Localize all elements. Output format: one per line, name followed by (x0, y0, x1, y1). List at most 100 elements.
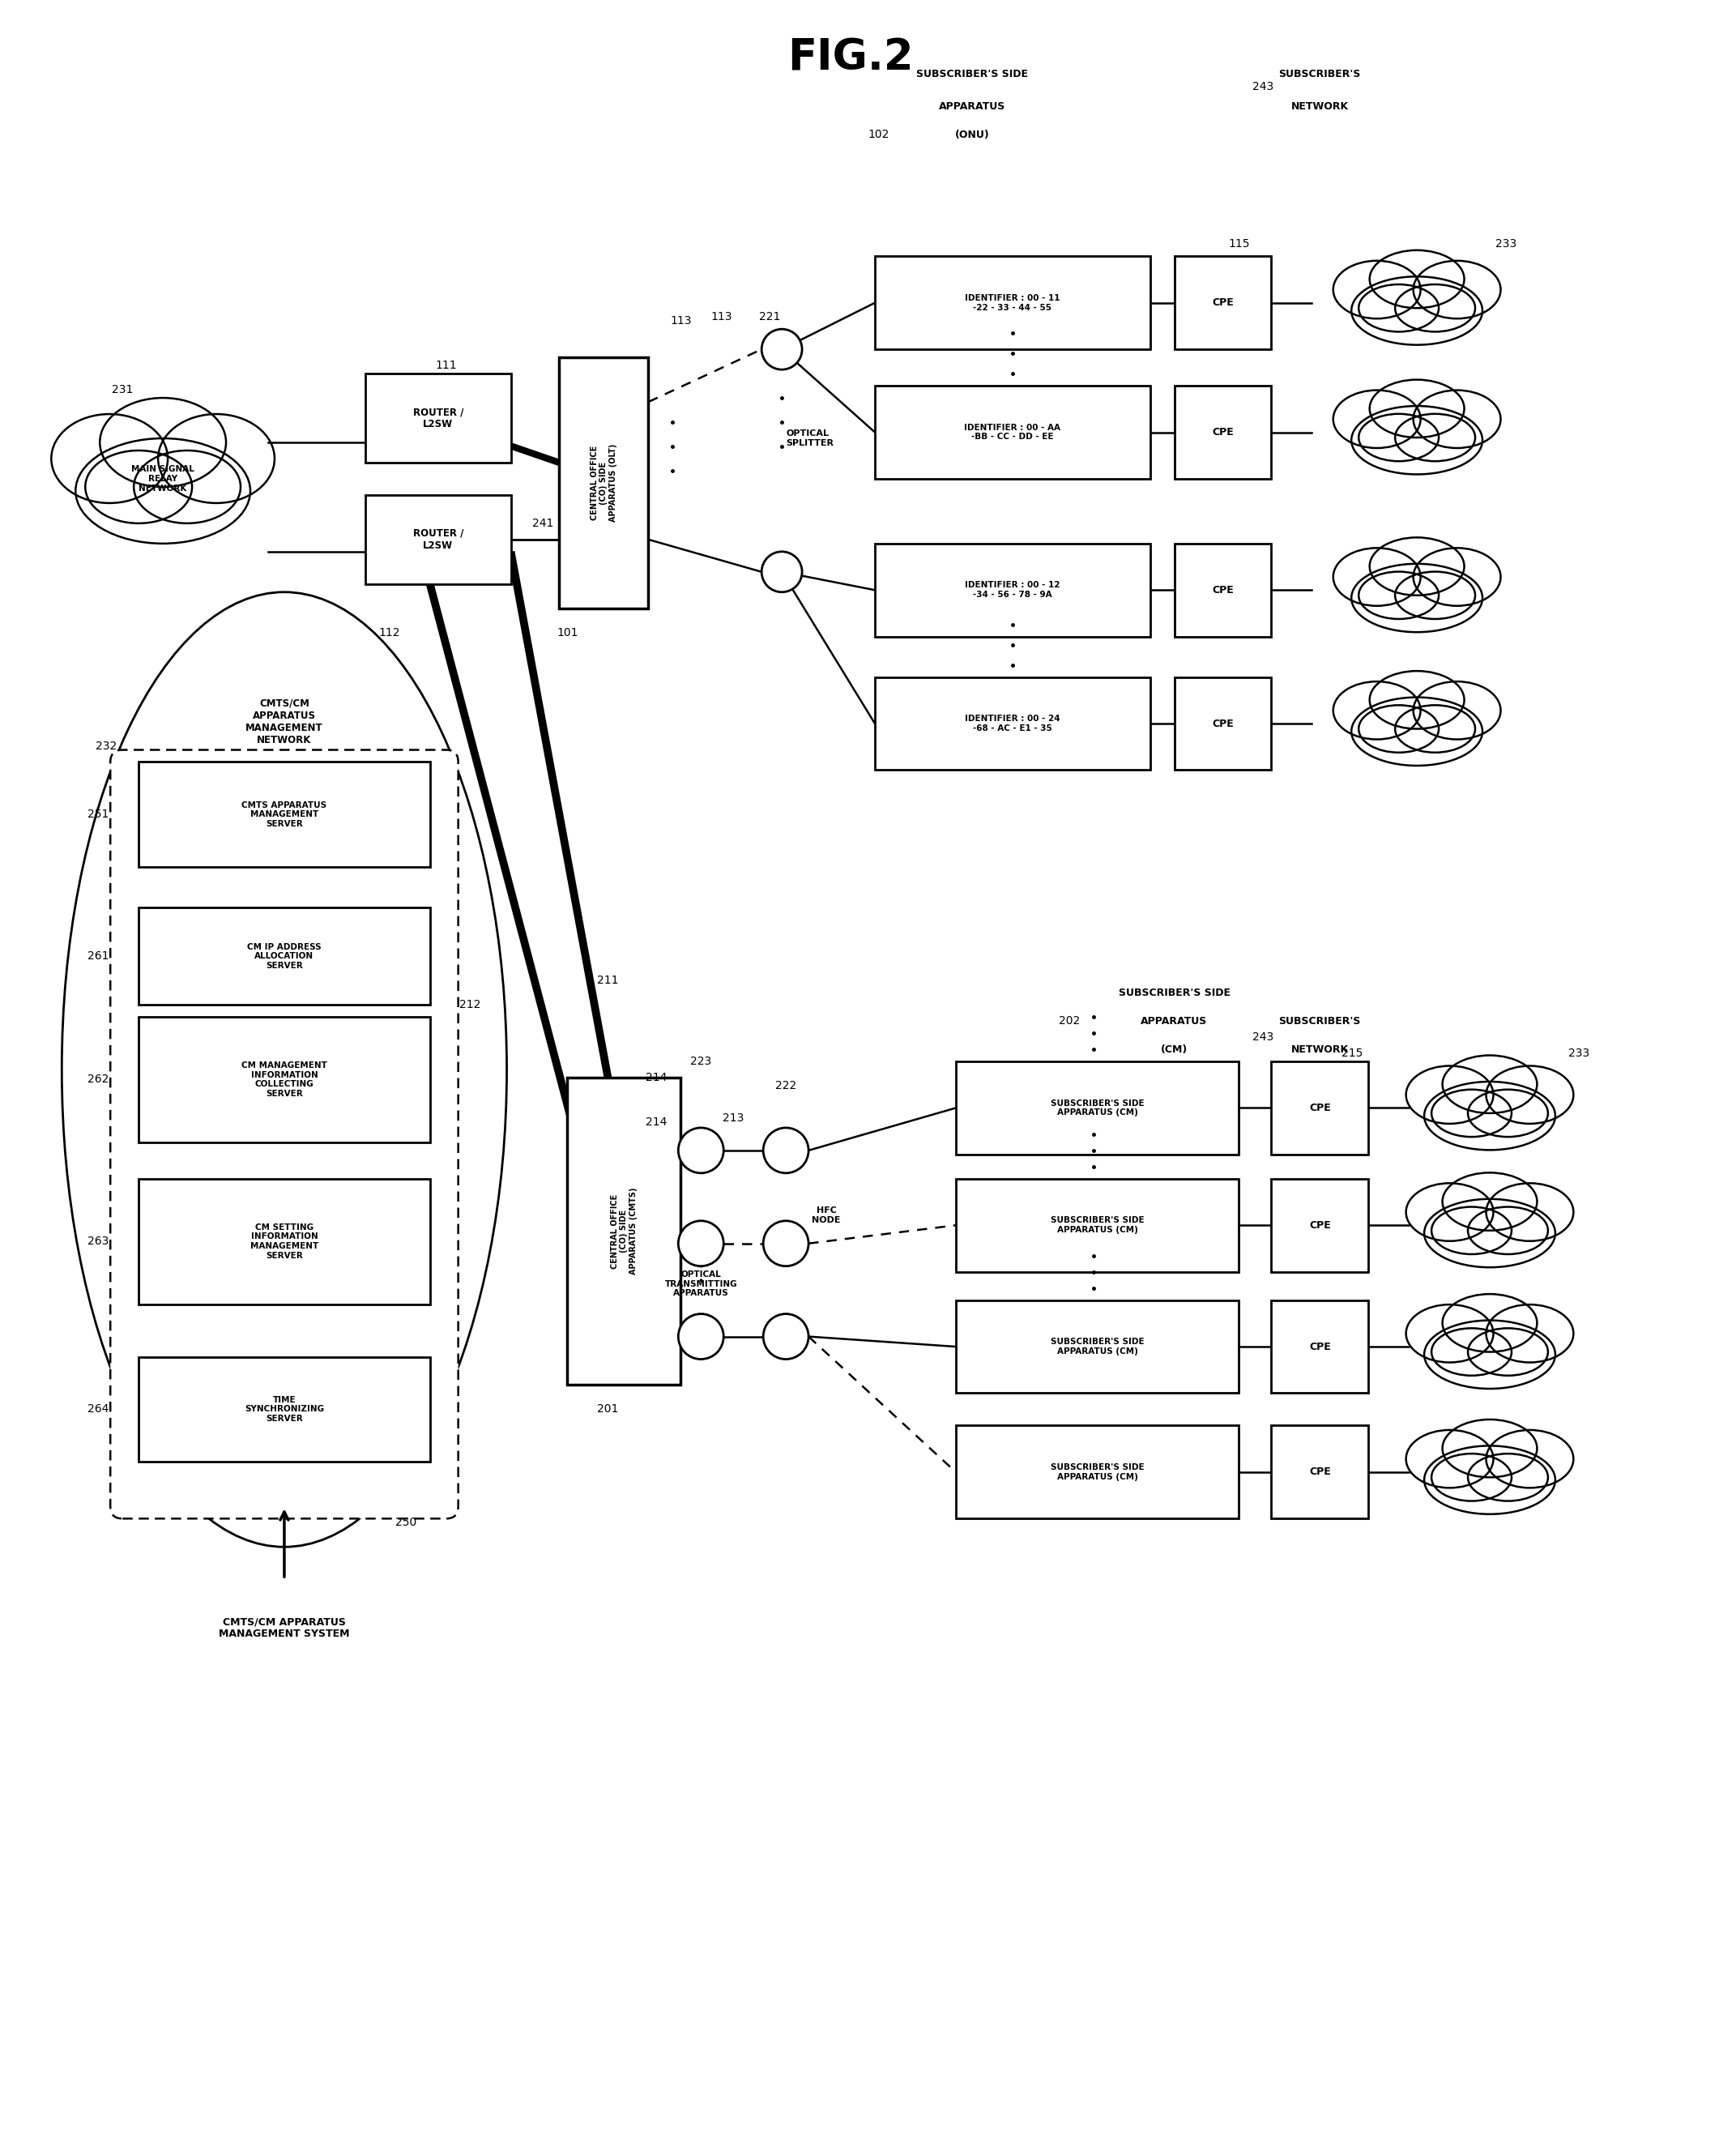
FancyBboxPatch shape (139, 1179, 431, 1305)
Ellipse shape (1469, 1328, 1549, 1375)
Ellipse shape (1424, 1082, 1555, 1151)
Circle shape (764, 1221, 809, 1266)
Ellipse shape (1406, 1183, 1493, 1241)
FancyBboxPatch shape (111, 751, 458, 1519)
Text: IDENTIFIER : 00 - 11
-22 - 33 - 44 - 55: IDENTIFIER : 00 - 11 -22 - 33 - 44 - 55 (965, 293, 1061, 312)
Ellipse shape (1486, 1305, 1573, 1363)
Circle shape (762, 552, 802, 593)
Text: APPARATUS: APPARATUS (1141, 1016, 1208, 1027)
Ellipse shape (1359, 571, 1439, 618)
Text: CPE: CPE (1212, 719, 1234, 729)
FancyBboxPatch shape (875, 678, 1149, 770)
Text: MAIN SIGNAL
RELAY
NETWORK: MAIN SIGNAL RELAY NETWORK (132, 466, 194, 492)
Ellipse shape (1396, 413, 1476, 462)
Text: (CM): (CM) (1161, 1044, 1187, 1055)
FancyBboxPatch shape (139, 761, 431, 866)
Ellipse shape (1486, 1183, 1573, 1241)
Text: NETWORK: NETWORK (1292, 101, 1349, 111)
FancyBboxPatch shape (957, 1061, 1240, 1155)
Text: 201: 201 (597, 1403, 618, 1416)
Ellipse shape (1469, 1089, 1549, 1136)
Text: 261: 261 (87, 950, 109, 963)
Ellipse shape (1432, 1455, 1512, 1502)
Ellipse shape (1333, 682, 1420, 740)
Ellipse shape (1469, 1455, 1549, 1502)
Text: CMTS/CM APPARATUS
MANAGEMENT SYSTEM: CMTS/CM APPARATUS MANAGEMENT SYSTEM (219, 1617, 349, 1638)
Text: SUBSCRIBER'S SIDE
APPARATUS (CM): SUBSCRIBER'S SIDE APPARATUS (CM) (1050, 1217, 1144, 1234)
Ellipse shape (134, 451, 241, 524)
Text: CMTS APPARATUS
MANAGEMENT
SERVER: CMTS APPARATUS MANAGEMENT SERVER (241, 802, 326, 828)
Text: 211: 211 (597, 975, 618, 986)
Text: 263: 263 (87, 1236, 109, 1247)
Text: 102: 102 (868, 128, 889, 141)
Text: CENTRAL OFFICE
(CO) SIDE
APPARATUS (OLT): CENTRAL OFFICE (CO) SIDE APPARATUS (OLT) (590, 443, 618, 522)
Text: 243: 243 (1253, 1031, 1274, 1044)
Text: 251: 251 (87, 809, 109, 819)
Circle shape (679, 1221, 724, 1266)
Text: (ONU): (ONU) (955, 130, 990, 141)
Text: 232: 232 (95, 740, 116, 751)
Ellipse shape (101, 398, 226, 488)
Ellipse shape (1486, 1065, 1573, 1123)
Text: 243: 243 (1253, 81, 1274, 92)
Circle shape (762, 329, 802, 370)
Ellipse shape (1370, 381, 1463, 438)
Text: APPARATUS: APPARATUS (939, 101, 1005, 111)
Text: TIME
SYNCHRONIZING
SERVER: TIME SYNCHRONIZING SERVER (245, 1397, 325, 1422)
Text: 115: 115 (1227, 237, 1250, 250)
FancyBboxPatch shape (875, 385, 1149, 479)
Text: SUBSCRIBER'S: SUBSCRIBER'S (1279, 68, 1361, 79)
Text: 111: 111 (436, 359, 457, 372)
Text: CPE: CPE (1309, 1341, 1332, 1352)
FancyBboxPatch shape (1174, 385, 1271, 479)
Text: 112: 112 (378, 627, 401, 637)
Text: 213: 213 (722, 1112, 745, 1123)
Ellipse shape (52, 415, 168, 503)
Text: 241: 241 (533, 518, 554, 528)
Text: CPE: CPE (1309, 1467, 1332, 1478)
Text: 231: 231 (111, 385, 134, 396)
Ellipse shape (1413, 682, 1500, 740)
Ellipse shape (1333, 389, 1420, 447)
Text: OPTICAL
TRANSMITTING
APPARATUS: OPTICAL TRANSMITTING APPARATUS (665, 1271, 738, 1298)
Ellipse shape (1351, 276, 1483, 344)
Circle shape (679, 1127, 724, 1172)
FancyBboxPatch shape (1271, 1179, 1368, 1273)
Text: SUBSCRIBER'S SIDE
APPARATUS (CM): SUBSCRIBER'S SIDE APPARATUS (CM) (1050, 1463, 1144, 1480)
Text: IDENTIFIER : 00 - 12
-34 - 56 - 78 - 9A: IDENTIFIER : 00 - 12 -34 - 56 - 78 - 9A (965, 582, 1061, 599)
Text: SUBSCRIBER'S SIDE
APPARATUS (CM): SUBSCRIBER'S SIDE APPARATUS (CM) (1050, 1337, 1144, 1356)
Ellipse shape (1413, 261, 1500, 319)
Ellipse shape (1351, 697, 1483, 766)
Text: CPE: CPE (1212, 428, 1234, 438)
Text: 212: 212 (460, 999, 481, 1010)
Text: 250: 250 (396, 1517, 417, 1527)
Text: 233: 233 (1568, 1048, 1590, 1059)
Ellipse shape (1443, 1055, 1536, 1112)
Ellipse shape (1424, 1320, 1555, 1388)
Ellipse shape (85, 451, 193, 524)
Text: 214: 214 (646, 1117, 667, 1127)
Text: CMTS/CM
APPARATUS
MANAGEMENT
NETWORK: CMTS/CM APPARATUS MANAGEMENT NETWORK (245, 697, 323, 744)
Ellipse shape (1359, 284, 1439, 332)
Text: 202: 202 (1059, 1016, 1080, 1027)
Text: SUBSCRIBER'S SIDE: SUBSCRIBER'S SIDE (917, 68, 1028, 79)
FancyBboxPatch shape (957, 1301, 1240, 1392)
Text: CPE: CPE (1309, 1219, 1332, 1230)
FancyBboxPatch shape (559, 357, 648, 607)
Text: 221: 221 (759, 312, 781, 323)
Ellipse shape (1443, 1172, 1536, 1230)
Ellipse shape (1370, 537, 1463, 595)
Ellipse shape (1432, 1206, 1512, 1253)
Text: 113: 113 (670, 314, 691, 327)
FancyBboxPatch shape (1271, 1061, 1368, 1155)
Text: CM MANAGEMENT
INFORMATION
COLLECTING
SERVER: CM MANAGEMENT INFORMATION COLLECTING SER… (241, 1061, 326, 1097)
FancyBboxPatch shape (139, 907, 431, 1005)
FancyBboxPatch shape (875, 257, 1149, 349)
Text: CENTRAL OFFICE
(CO) SIDE
APPARATUS (CMTS): CENTRAL OFFICE (CO) SIDE APPARATUS (CMTS… (611, 1187, 637, 1275)
Text: 264: 264 (87, 1403, 109, 1416)
Text: CPE: CPE (1212, 297, 1234, 308)
Text: 262: 262 (87, 1074, 109, 1084)
Text: CPE: CPE (1309, 1104, 1332, 1112)
Text: 214: 214 (646, 1072, 667, 1082)
Text: ROUTER /
L2SW: ROUTER / L2SW (413, 528, 464, 552)
